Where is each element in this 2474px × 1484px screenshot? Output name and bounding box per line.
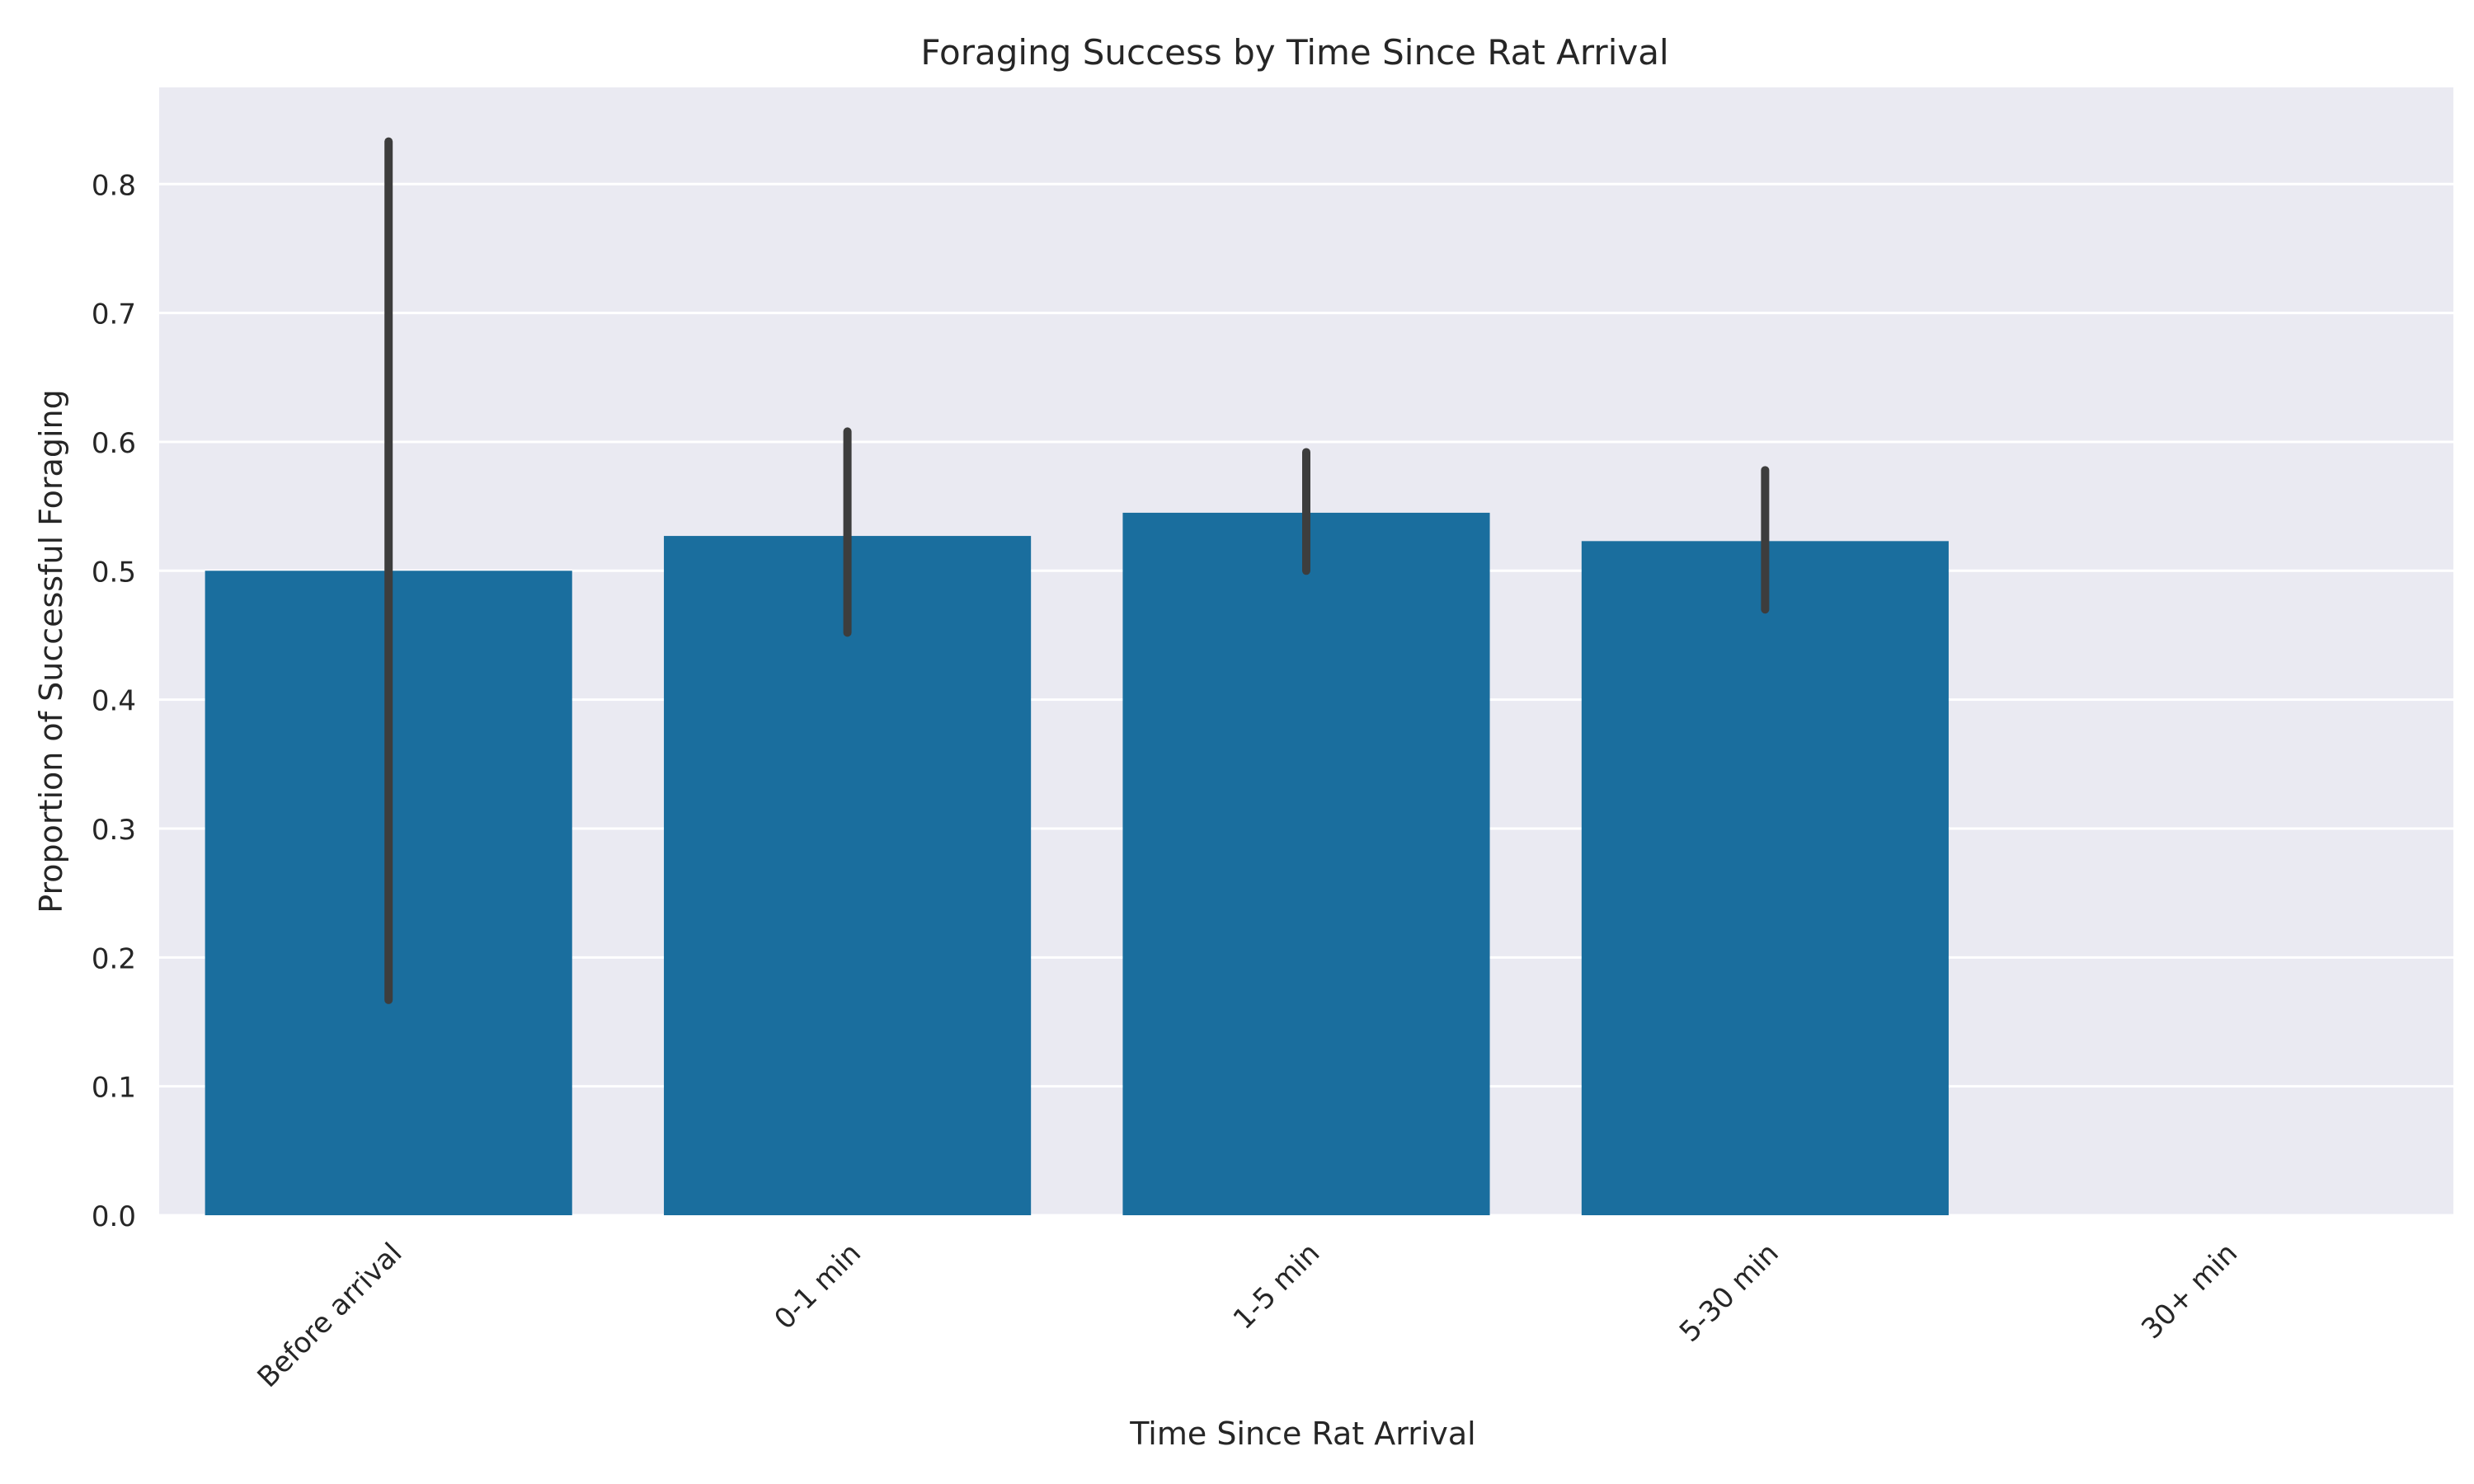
y-tick-label: 0.3 xyxy=(92,814,136,847)
y-tick-label: 0.7 xyxy=(92,298,136,331)
x-tick-label: 1-5 min xyxy=(1227,1237,1327,1336)
chart-title: Foraging Success by Time Since Rat Arriv… xyxy=(920,32,1668,73)
x-axis-label: Time Since Rat Arrival xyxy=(1129,1416,1475,1452)
x-axis-ticks: Before arrival 0-1 min 1-5 min 5-30 min 30+ … xyxy=(252,1237,2245,1394)
y-tick-label: 0.0 xyxy=(92,1200,136,1233)
x-tick-label: 0-1 min xyxy=(768,1237,868,1336)
y-axis-ticks: 0.0 0.1 0.2 0.3 0.4 0.5 0.6 0.7 0.8 xyxy=(92,169,136,1233)
y-tick-label: 0.2 xyxy=(92,942,136,975)
x-tick-label: Before arrival xyxy=(252,1237,409,1394)
bar xyxy=(1122,512,1490,1215)
bar xyxy=(664,536,1032,1215)
x-tick-label: 5-30 min xyxy=(1673,1237,1785,1349)
y-axis-label: Proportion of Successful Foraging xyxy=(33,389,69,913)
y-tick-label: 0.8 xyxy=(92,169,136,202)
bar xyxy=(1581,541,1949,1215)
x-tick-label: 30+ min xyxy=(2135,1237,2244,1345)
y-tick-label: 0.5 xyxy=(92,556,136,589)
error-bars xyxy=(384,137,1770,1004)
y-tick-label: 0.4 xyxy=(92,685,136,718)
y-tick-label: 0.1 xyxy=(92,1072,136,1105)
y-tick-label: 0.6 xyxy=(92,427,136,460)
